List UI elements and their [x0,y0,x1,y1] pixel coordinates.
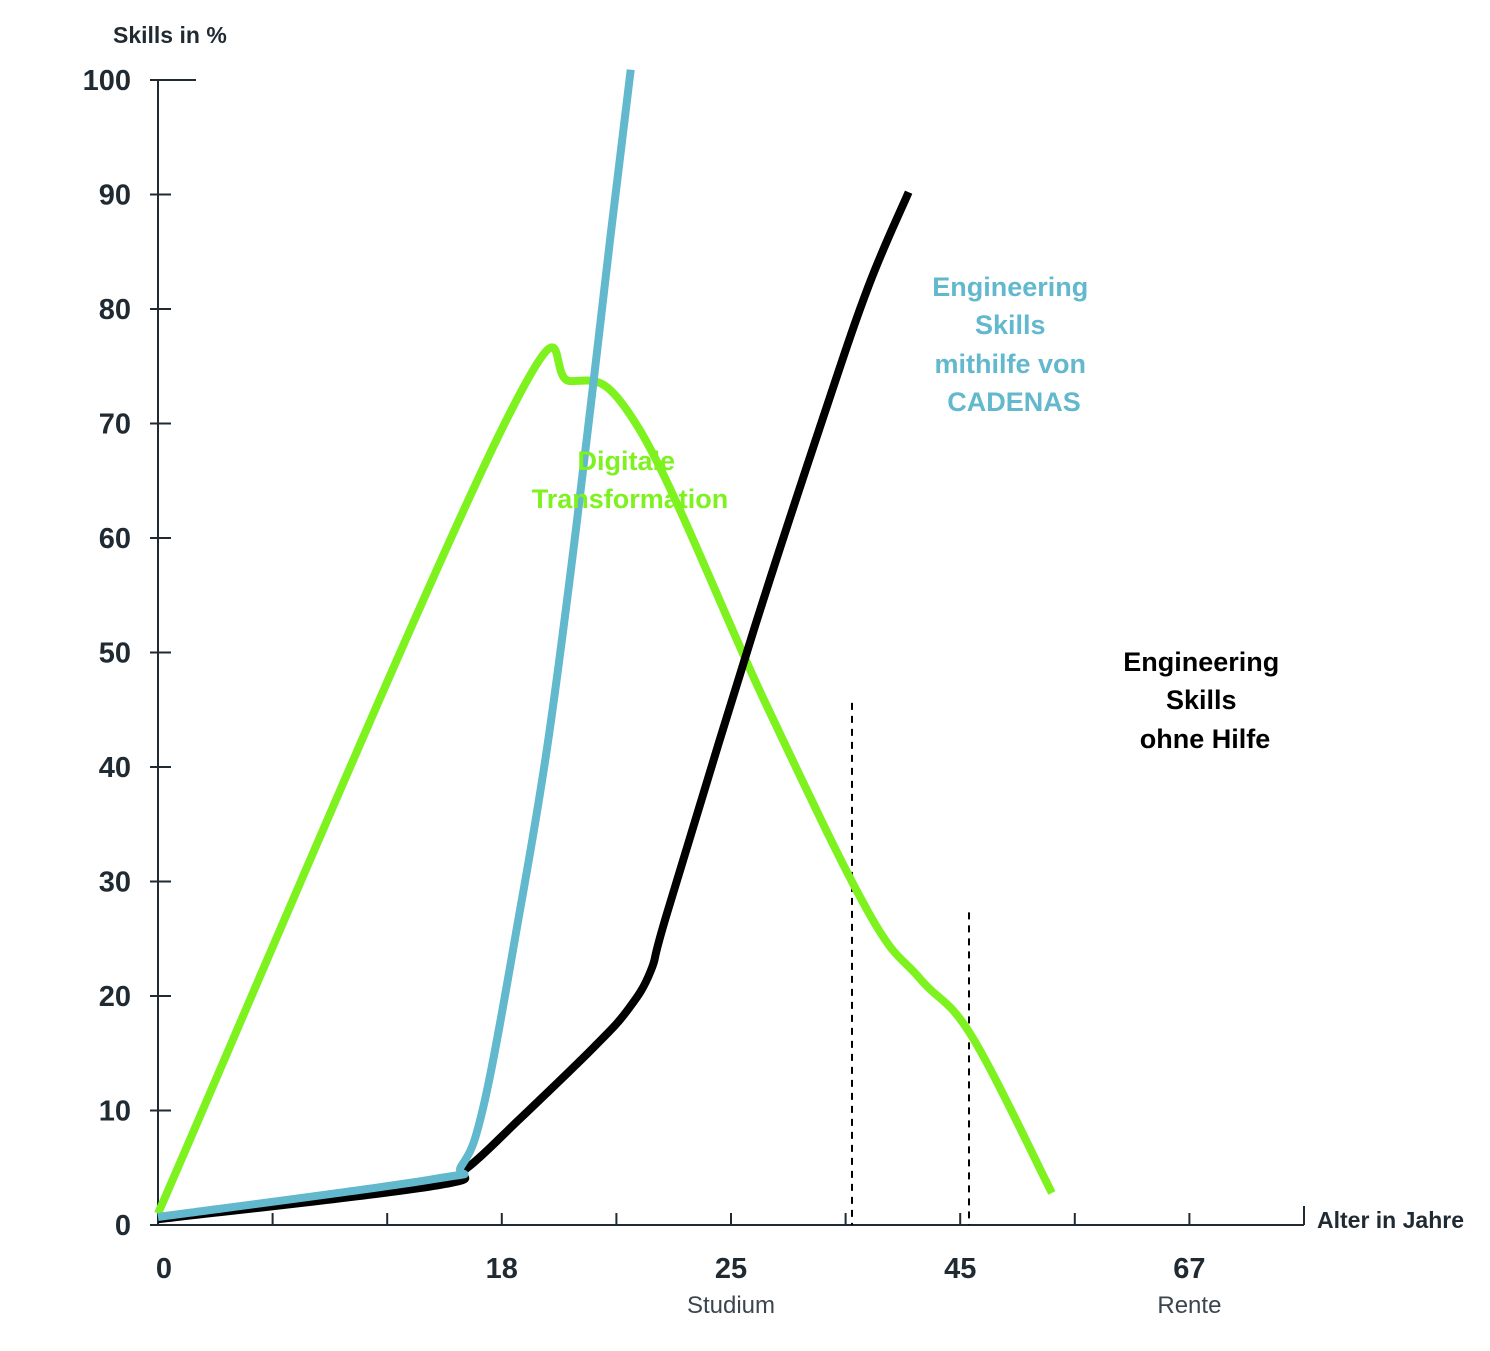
label-without-help-line-1: Engineering [1123,647,1279,677]
y-tick-label: 60 [99,523,131,555]
y-tick-label: 50 [99,638,131,670]
label-cadenas-line-4: CADENAS [947,387,1081,417]
series-lines [154,69,1056,1224]
series-line-without-help [157,190,913,1224]
x-tick-label: 45 [944,1253,976,1285]
label-cadenas-line-3: mithilfe von [934,349,1086,379]
x-tick-sublabel: Studium [687,1292,775,1319]
y-tick-label: 80 [99,294,131,326]
x-tick-label: 67 [1173,1253,1205,1285]
label-without-help: Engineering Skills ohne Hilfe [1123,647,1287,754]
series-labels: Digitale Transformation Engineering Skil… [532,272,1287,754]
y-tick-label: 0 [115,1210,131,1242]
label-cadenas-line-1: Engineering [932,272,1088,302]
label-digital-transformation: Digitale Transformation [532,446,729,514]
label-digital-transformation-line-2: Transformation [532,484,729,514]
x-ticks: 0 18 25 Studium 45 67 Rente [156,1213,1221,1319]
x-axis-title: Alter in Jahre [1317,1207,1464,1233]
y-tick-label: 20 [99,981,131,1013]
y-tick-label: 100 [83,65,131,97]
x-tick-label: 18 [486,1253,518,1285]
series-line-digital-transformation [154,343,1056,1216]
y-tick-label: 30 [99,867,131,899]
y-tick-label: 90 [99,180,131,212]
x-tick-label: 0 [156,1253,172,1285]
y-tick-label: 40 [99,752,131,784]
label-digital-transformation-line-1: Digitale [577,446,675,476]
label-without-help-line-2: Skills [1166,685,1237,715]
label-cadenas-line-2: Skills [975,310,1046,340]
y-tick-label: 10 [99,1096,131,1128]
label-cadenas: Engineering Skills mithilfe von CADENAS [932,272,1096,417]
x-tick-sublabel: Rente [1157,1292,1221,1319]
series-line-cadenas [157,69,635,1221]
y-axis-title: Skills in % [113,22,227,48]
reference-lines [851,702,970,1225]
y-tick-label: 70 [99,409,131,441]
label-without-help-line-3: ohne Hilfe [1140,724,1271,754]
x-tick-label: 25 [715,1253,747,1285]
